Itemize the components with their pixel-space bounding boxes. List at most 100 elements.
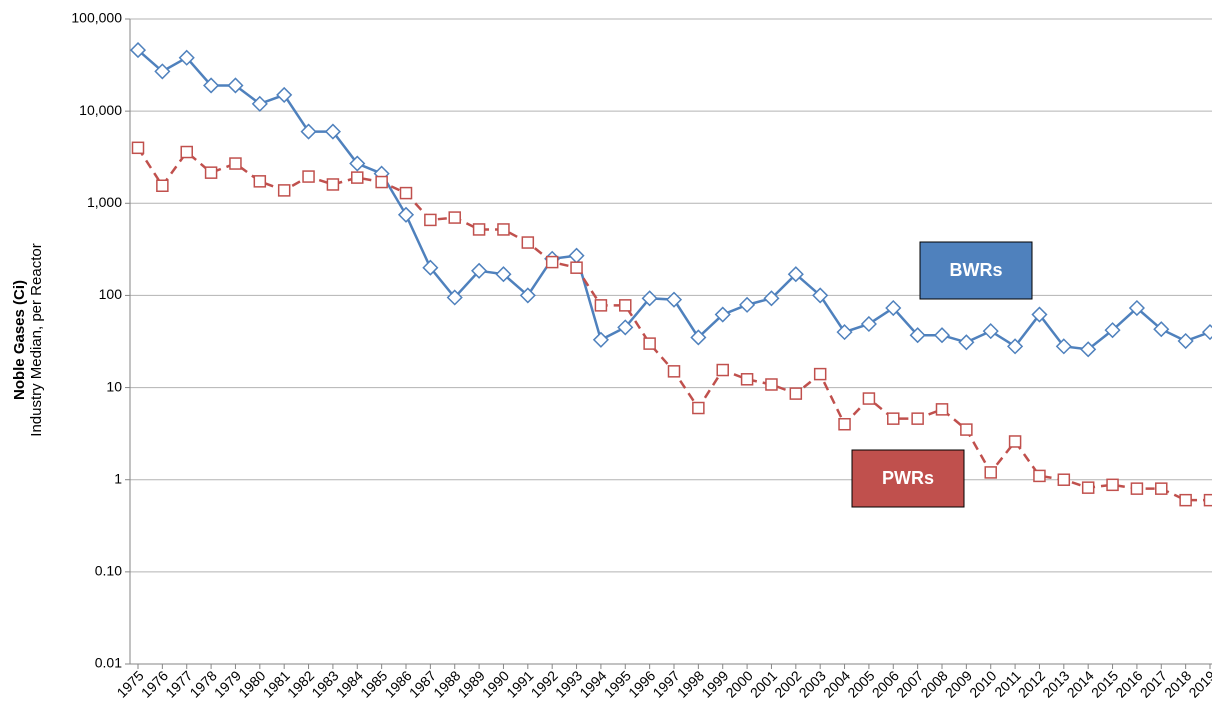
marker xyxy=(714,306,731,323)
marker xyxy=(300,123,317,140)
x-tick-label: 2019 xyxy=(1185,667,1212,700)
marker xyxy=(129,42,147,59)
marker xyxy=(277,184,291,197)
marker xyxy=(521,236,535,249)
marker xyxy=(1203,493,1212,507)
y-tick-label: 1,000 xyxy=(87,194,122,210)
marker xyxy=(765,378,778,391)
marker xyxy=(740,373,754,386)
marker xyxy=(1155,482,1168,495)
y-tick-label: 0.01 xyxy=(95,655,122,671)
marker xyxy=(1104,322,1121,339)
marker xyxy=(1128,299,1145,317)
marker xyxy=(1153,321,1170,338)
marker xyxy=(958,334,975,351)
marker xyxy=(885,299,902,317)
marker xyxy=(716,363,729,377)
series-label: PWRs xyxy=(882,468,934,488)
series-label-box xyxy=(919,241,1033,300)
marker xyxy=(568,247,585,264)
marker xyxy=(203,77,220,94)
marker xyxy=(497,223,510,236)
marker xyxy=(667,365,681,378)
marker xyxy=(302,170,315,183)
marker xyxy=(862,392,876,405)
marker xyxy=(887,412,900,425)
marker xyxy=(617,319,634,336)
marker xyxy=(1007,338,1024,355)
marker xyxy=(131,141,145,155)
marker xyxy=(253,175,267,188)
y-tick-label: 10,000 xyxy=(79,102,122,118)
marker xyxy=(422,259,439,276)
marker xyxy=(446,289,463,306)
marker xyxy=(1201,324,1212,341)
y-tick-label: 100,000 xyxy=(71,10,122,26)
marker xyxy=(375,175,388,189)
marker xyxy=(838,417,851,431)
y-axis-title: Noble Gases (Ci) xyxy=(11,280,28,400)
marker xyxy=(911,412,924,425)
marker xyxy=(692,401,705,415)
marker xyxy=(619,299,632,312)
series-label: BWRs xyxy=(950,260,1003,280)
marker xyxy=(1031,306,1048,323)
marker xyxy=(324,123,341,140)
marker xyxy=(229,157,242,170)
y-tick-label: 10 xyxy=(106,378,122,394)
marker xyxy=(813,367,827,381)
y-tick-label: 1 xyxy=(114,470,122,486)
marker xyxy=(227,77,244,94)
marker xyxy=(739,296,756,313)
marker xyxy=(1008,435,1022,448)
marker xyxy=(276,86,293,103)
marker xyxy=(935,403,949,416)
marker xyxy=(836,324,853,341)
series-line xyxy=(136,147,1210,502)
marker xyxy=(251,95,268,112)
marker xyxy=(495,266,512,283)
marker xyxy=(690,329,707,346)
marker xyxy=(1080,341,1097,358)
marker xyxy=(351,171,364,184)
marker xyxy=(641,290,658,307)
marker xyxy=(180,145,193,159)
marker xyxy=(424,213,437,227)
marker xyxy=(570,261,583,274)
marker xyxy=(665,291,683,308)
marker xyxy=(789,387,803,400)
marker xyxy=(594,299,608,312)
marker xyxy=(154,63,171,80)
marker xyxy=(960,423,973,436)
marker xyxy=(933,327,951,344)
x-tick-label: 2011 xyxy=(991,667,1024,700)
marker xyxy=(1081,481,1095,494)
marker xyxy=(1057,473,1071,486)
marker xyxy=(399,186,413,200)
marker xyxy=(397,206,415,223)
y-axis-subtitle: Industry Median, per Reactor xyxy=(28,243,45,436)
marker xyxy=(156,179,169,192)
marker xyxy=(1106,478,1119,492)
marker xyxy=(787,266,804,283)
marker xyxy=(545,255,559,269)
marker xyxy=(860,315,877,333)
marker xyxy=(472,223,486,236)
marker xyxy=(326,178,340,191)
y-tick-label: 100 xyxy=(99,286,123,302)
marker xyxy=(178,49,195,66)
marker xyxy=(812,287,829,304)
marker xyxy=(592,331,609,348)
marker xyxy=(1055,338,1072,355)
marker xyxy=(1130,482,1144,495)
marker xyxy=(984,466,997,479)
series-label-box xyxy=(851,449,965,508)
marker xyxy=(763,290,780,307)
marker xyxy=(1177,332,1194,350)
marker xyxy=(349,155,366,172)
marker xyxy=(1179,493,1192,507)
marker xyxy=(471,262,488,279)
marker xyxy=(909,327,926,344)
marker xyxy=(982,323,999,340)
